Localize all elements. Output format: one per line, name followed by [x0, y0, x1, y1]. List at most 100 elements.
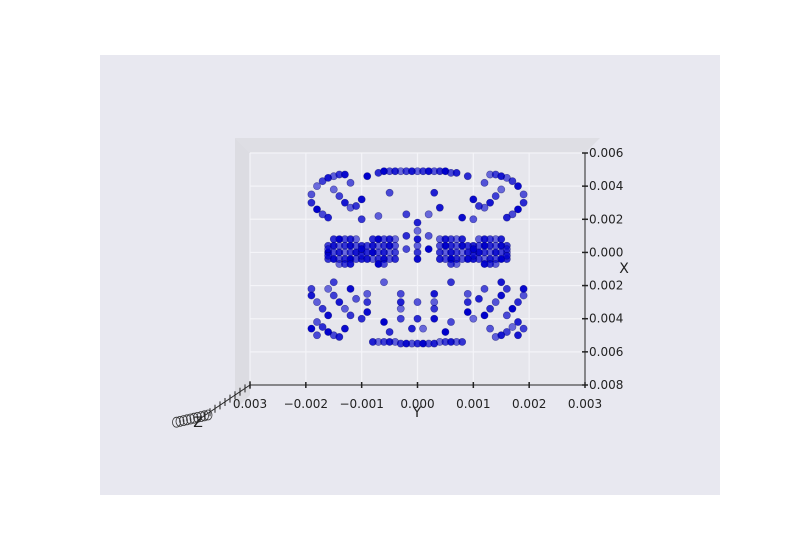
scatter-point [352, 235, 360, 244]
scatter-point [402, 231, 411, 240]
x-tick-label: 0.002 [512, 397, 546, 411]
scatter-point [508, 177, 517, 186]
scatter-point [413, 248, 422, 257]
y-axis-label: X [619, 261, 629, 277]
scatter-point [430, 314, 439, 323]
z-tick-glyph [172, 416, 181, 428]
scatter-point [502, 245, 511, 254]
scatter-point [463, 172, 472, 181]
scatter-point [508, 304, 517, 313]
scatter-point [391, 248, 400, 257]
scatter-point [519, 324, 528, 333]
scatter-point [307, 190, 316, 199]
scatter-point [380, 260, 388, 268]
scatter-point [335, 298, 344, 307]
scatter-point [385, 328, 394, 336]
scatter-point [346, 260, 355, 268]
scatter-point [458, 213, 467, 222]
scatter-point [346, 178, 355, 187]
scatter-point [480, 284, 489, 293]
scatter-point [396, 289, 405, 298]
scatter-point [447, 260, 455, 268]
scatter-point [424, 210, 433, 219]
scatter-point [508, 323, 517, 331]
scatter-point [480, 178, 489, 187]
z-tick-glyph [182, 414, 192, 426]
scatter-point [463, 308, 472, 316]
x-tick-label: 0.001 [456, 397, 490, 411]
scatter-point [424, 231, 433, 240]
scatter-point [341, 304, 349, 313]
scatter-point [413, 314, 422, 323]
scatter-point [357, 215, 366, 224]
scatter-point [307, 284, 316, 293]
scatter-point [463, 298, 472, 307]
scatter-point [413, 241, 422, 250]
scatter-point [458, 338, 467, 346]
scatter-point [324, 245, 333, 254]
scatter-point [435, 248, 444, 257]
z-axis-ticks [172, 381, 251, 428]
scatter-point [391, 235, 400, 244]
scatter-point [424, 245, 433, 254]
scatter-point [519, 284, 528, 293]
scatter-point [335, 333, 344, 341]
scatter-point [413, 218, 422, 227]
scatter-point [402, 245, 411, 254]
scatter-point [502, 213, 511, 222]
scatter-3d-chart: 0.003 −0.002 −0.001 0.000 0.001 0.002 0.003 0.… [172, 138, 629, 431]
scatter-point [318, 323, 327, 331]
scatter-point [341, 198, 349, 207]
x-tick-label: 0.003 [568, 397, 602, 411]
back-pane [235, 138, 600, 153]
scatter-point [363, 308, 372, 316]
scatter-point [385, 188, 394, 197]
scatter-point [475, 235, 483, 244]
x-tick-label: −0.002 [284, 397, 328, 411]
scatter-point [313, 331, 321, 340]
x-tick-label: 0.000 [400, 397, 434, 411]
scatter-point [447, 278, 455, 287]
scatter-point [435, 255, 444, 263]
scatter-point [469, 314, 478, 323]
scatter-point [391, 255, 400, 263]
scatter-point [475, 202, 483, 210]
scatter-point [307, 291, 316, 300]
y-tick-label: 0.002 [589, 212, 623, 226]
scatter-point [396, 314, 405, 323]
y-tick-label: 0.000 [589, 245, 623, 259]
scatter-point [313, 182, 321, 191]
scatter-point [447, 318, 455, 326]
scatter-point [514, 331, 522, 340]
scatter-point [497, 278, 506, 287]
scatter-point [357, 195, 366, 204]
scatter-point [469, 195, 478, 204]
points-layer [307, 167, 528, 348]
scatter-point [363, 289, 372, 298]
scatter-point [329, 278, 338, 287]
scatter-point [363, 172, 372, 181]
z-tick-glyph [193, 411, 202, 423]
y-tick-label: 0.002 [589, 279, 623, 293]
scatter-point [324, 284, 333, 293]
scatter-point [452, 168, 461, 177]
y-tick-label: 0.006 [589, 345, 623, 359]
scatter-point [324, 311, 333, 320]
scatter-point [413, 255, 422, 263]
scatter-point [502, 284, 511, 293]
scatter-point [491, 192, 500, 200]
scatter-point [519, 190, 528, 199]
scatter-point [318, 304, 327, 313]
scatter-point [480, 311, 489, 320]
scatter-point [514, 298, 522, 307]
scatter-point [514, 182, 522, 191]
scatter-point [469, 215, 478, 224]
scatter-point [402, 210, 411, 219]
scatter-point [374, 212, 383, 220]
scatter-point [514, 205, 522, 214]
scatter-point [441, 328, 450, 336]
scatter-point [357, 314, 366, 323]
scatter-point [346, 311, 355, 320]
scatter-point [419, 324, 427, 333]
scatter-point [324, 213, 333, 222]
